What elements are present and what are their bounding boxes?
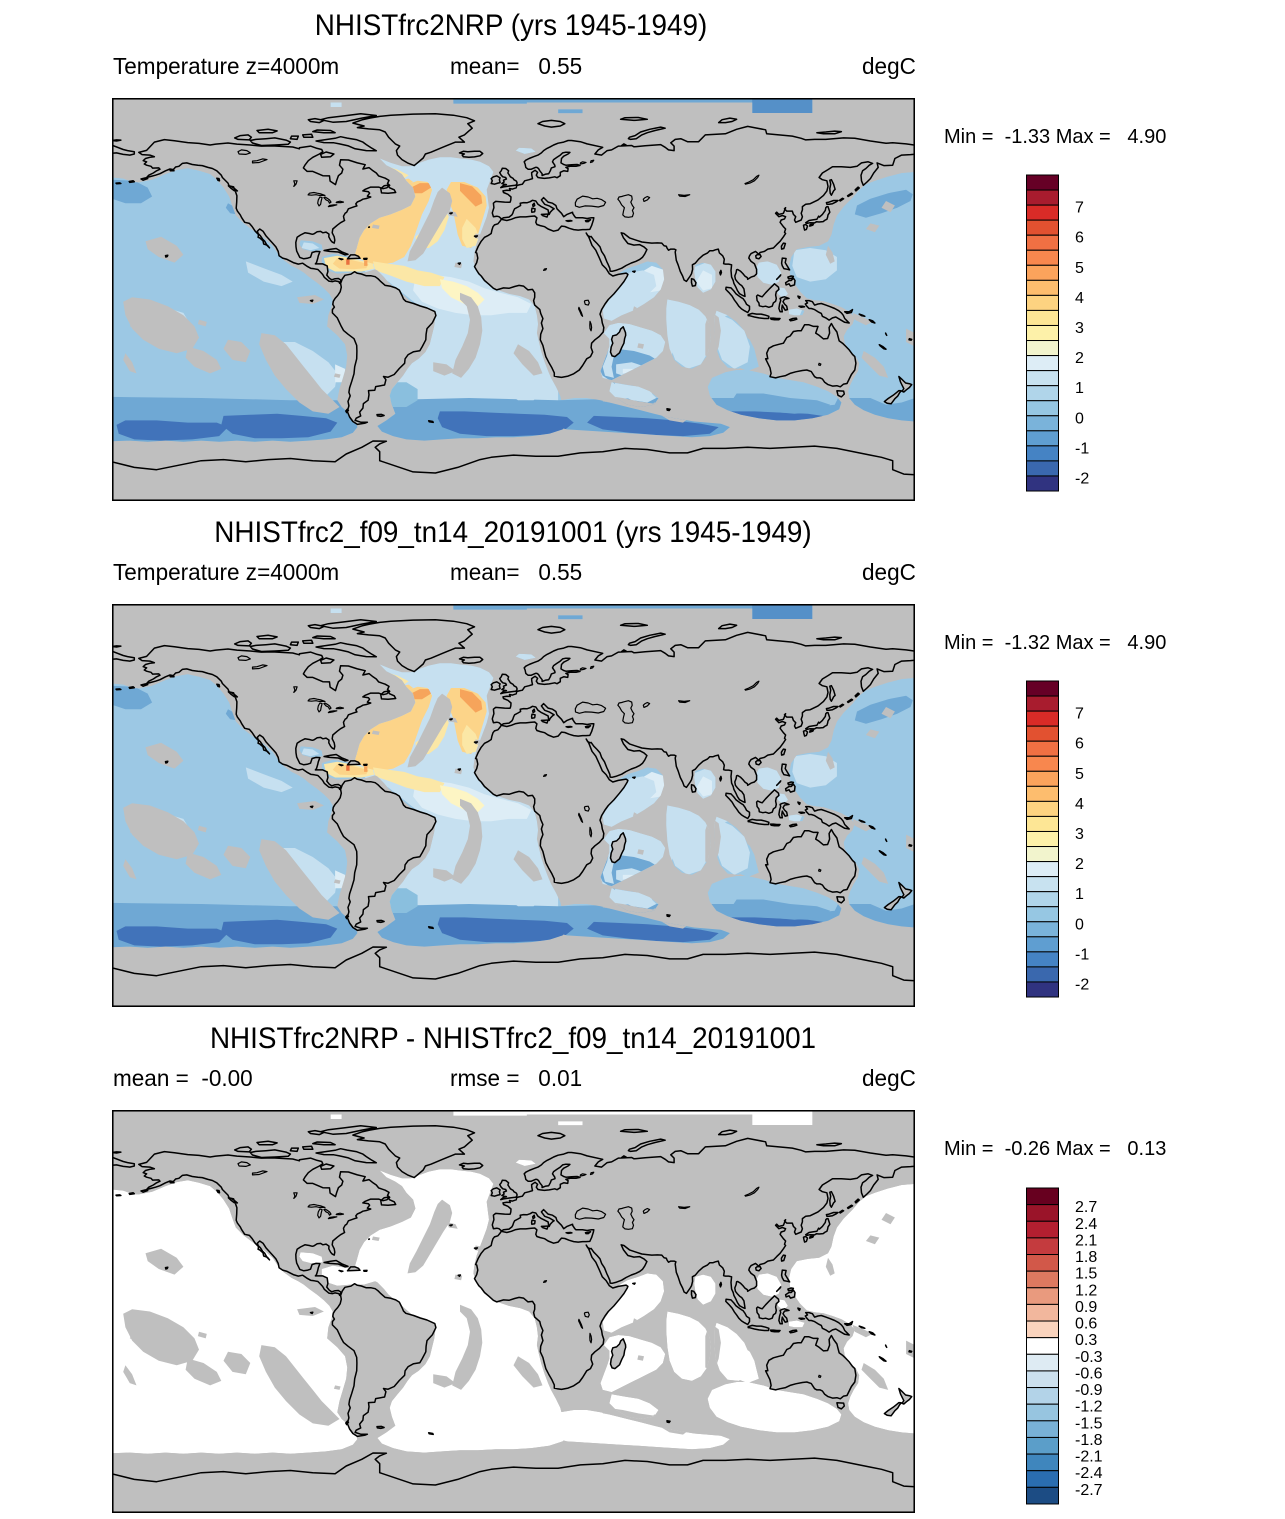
svg-text:2: 2 <box>1075 350 1084 367</box>
svg-text:5: 5 <box>1075 260 1084 277</box>
svg-text:-2.4: -2.4 <box>1075 1465 1103 1482</box>
svg-text:-1: -1 <box>1075 440 1089 457</box>
svg-text:2.1: 2.1 <box>1075 1232 1097 1249</box>
svg-text:-1: -1 <box>1075 946 1089 963</box>
svg-text:2.4: 2.4 <box>1075 1216 1097 1233</box>
svg-text:1: 1 <box>1075 380 1084 397</box>
svg-text:-0.9: -0.9 <box>1075 1382 1103 1399</box>
svg-text:1.2: 1.2 <box>1075 1282 1097 1299</box>
svg-text:0.3: 0.3 <box>1075 1332 1097 1349</box>
svg-text:-0.6: -0.6 <box>1075 1365 1103 1382</box>
svg-text:7: 7 <box>1075 706 1084 723</box>
svg-text:-1.5: -1.5 <box>1075 1415 1103 1432</box>
svg-text:1.8: 1.8 <box>1075 1249 1097 1266</box>
svg-text:3: 3 <box>1075 320 1084 337</box>
svg-text:7: 7 <box>1075 200 1084 217</box>
svg-text:4: 4 <box>1075 796 1084 813</box>
svg-text:3: 3 <box>1075 826 1084 843</box>
svg-text:0: 0 <box>1075 410 1084 427</box>
svg-text:5: 5 <box>1075 766 1084 783</box>
svg-text:-2.7: -2.7 <box>1075 1482 1103 1499</box>
svg-text:2.7: 2.7 <box>1075 1199 1097 1216</box>
svg-text:0.9: 0.9 <box>1075 1299 1097 1316</box>
svg-text:1: 1 <box>1075 886 1084 903</box>
svg-text:-2: -2 <box>1075 977 1089 994</box>
svg-text:-1.2: -1.2 <box>1075 1399 1103 1416</box>
svg-text:0: 0 <box>1075 916 1084 933</box>
svg-text:-2: -2 <box>1075 471 1089 488</box>
svg-text:4: 4 <box>1075 290 1084 307</box>
svg-text:2: 2 <box>1075 856 1084 873</box>
svg-text:1.5: 1.5 <box>1075 1266 1097 1283</box>
svg-text:-1.8: -1.8 <box>1075 1432 1103 1449</box>
svg-text:-2.1: -2.1 <box>1075 1449 1103 1466</box>
svg-text:0.6: 0.6 <box>1075 1316 1097 1333</box>
svg-text:6: 6 <box>1075 230 1084 247</box>
svg-text:6: 6 <box>1075 736 1084 753</box>
svg-text:-0.3: -0.3 <box>1075 1349 1103 1366</box>
